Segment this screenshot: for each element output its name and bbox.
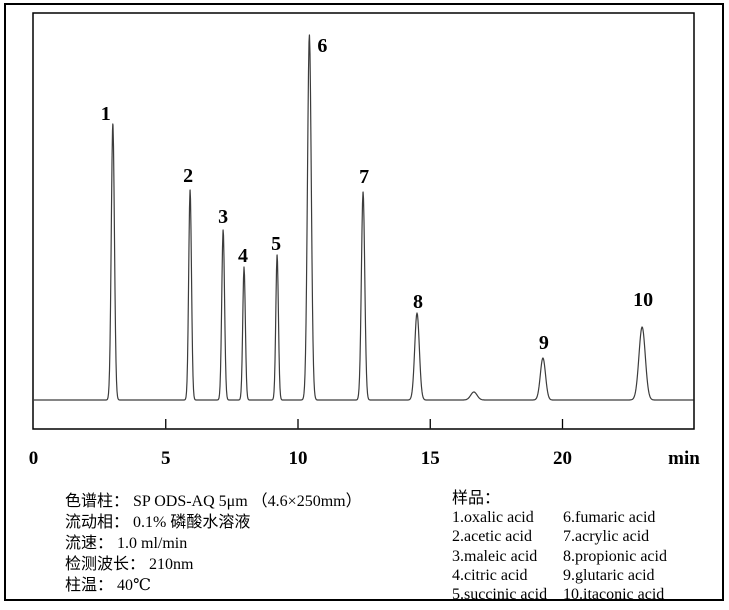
sample-item: 5.succinic acid — [452, 586, 548, 604]
condition-line-flow-rate: 流速： 1.0 ml/min — [65, 535, 188, 552]
sample-item: 4.citric acid — [452, 566, 528, 584]
peak-label: 7 — [359, 166, 369, 188]
x-axis-unit-label: min — [668, 448, 700, 469]
peak-label: 6 — [317, 35, 327, 57]
sample-item: 7.acrylic acid — [563, 528, 650, 546]
peak-label: 5 — [271, 233, 281, 255]
peak-label: 9 — [539, 332, 549, 354]
sample-legend-col1: 1.oxalic acid 2.acetic acid 3.maleic aci… — [452, 508, 563, 604]
peak-label: 1 — [101, 103, 111, 125]
condition-line-wavelength: 检测波长： 210nm — [65, 556, 194, 573]
conditions-block: 色谱柱： SP ODS-AQ 5μm （4.6×250mm） 流动相： 0.1%… — [65, 491, 362, 596]
sample-item: 10.itaconic acid — [563, 586, 665, 604]
sample-legend-columns: 1.oxalic acid 2.acetic acid 3.maleic aci… — [452, 508, 667, 604]
sample-item: 3.maleic acid — [452, 547, 538, 565]
sample-item: 2.acetic acid — [452, 528, 532, 546]
sample-legend-col2: 6.fumaric acid 7.acrylic acid 8.propioni… — [563, 508, 667, 604]
condition-line-column: 色谱柱： SP ODS-AQ 5μm （4.6×250mm） — [65, 493, 362, 510]
x-tick-label: 20 — [553, 448, 572, 469]
peak-label: 2 — [183, 165, 193, 187]
sample-item: 1.oxalic acid — [452, 509, 534, 526]
peak-label: 3 — [218, 206, 228, 228]
x-tick-label: 10 — [289, 448, 308, 469]
x-tick-label: 0 — [29, 448, 39, 469]
sample-item: 6.fumaric acid — [563, 509, 656, 526]
plot-frame — [32, 12, 695, 430]
peak-label: 10 — [633, 289, 653, 311]
x-tick-label: 15 — [421, 448, 440, 469]
chromatogram-trace — [32, 34, 694, 401]
sample-item: 8.propionic acid — [563, 547, 667, 565]
peak-label: 4 — [238, 245, 248, 267]
sample-legend-header: 样品： — [452, 490, 501, 507]
sample-legend: 样品： 1.oxalic acid 2.acetic acid 3.maleic… — [452, 489, 667, 604]
condition-line-temperature: 柱温： 40℃ — [65, 577, 151, 594]
condition-line-mobile-phase: 流动相： 0.1% 磷酸水溶液 — [65, 514, 251, 531]
peak-label: 8 — [413, 291, 423, 313]
x-tick-label: 5 — [161, 448, 171, 469]
sample-item: 9.glutaric acid — [563, 566, 655, 584]
